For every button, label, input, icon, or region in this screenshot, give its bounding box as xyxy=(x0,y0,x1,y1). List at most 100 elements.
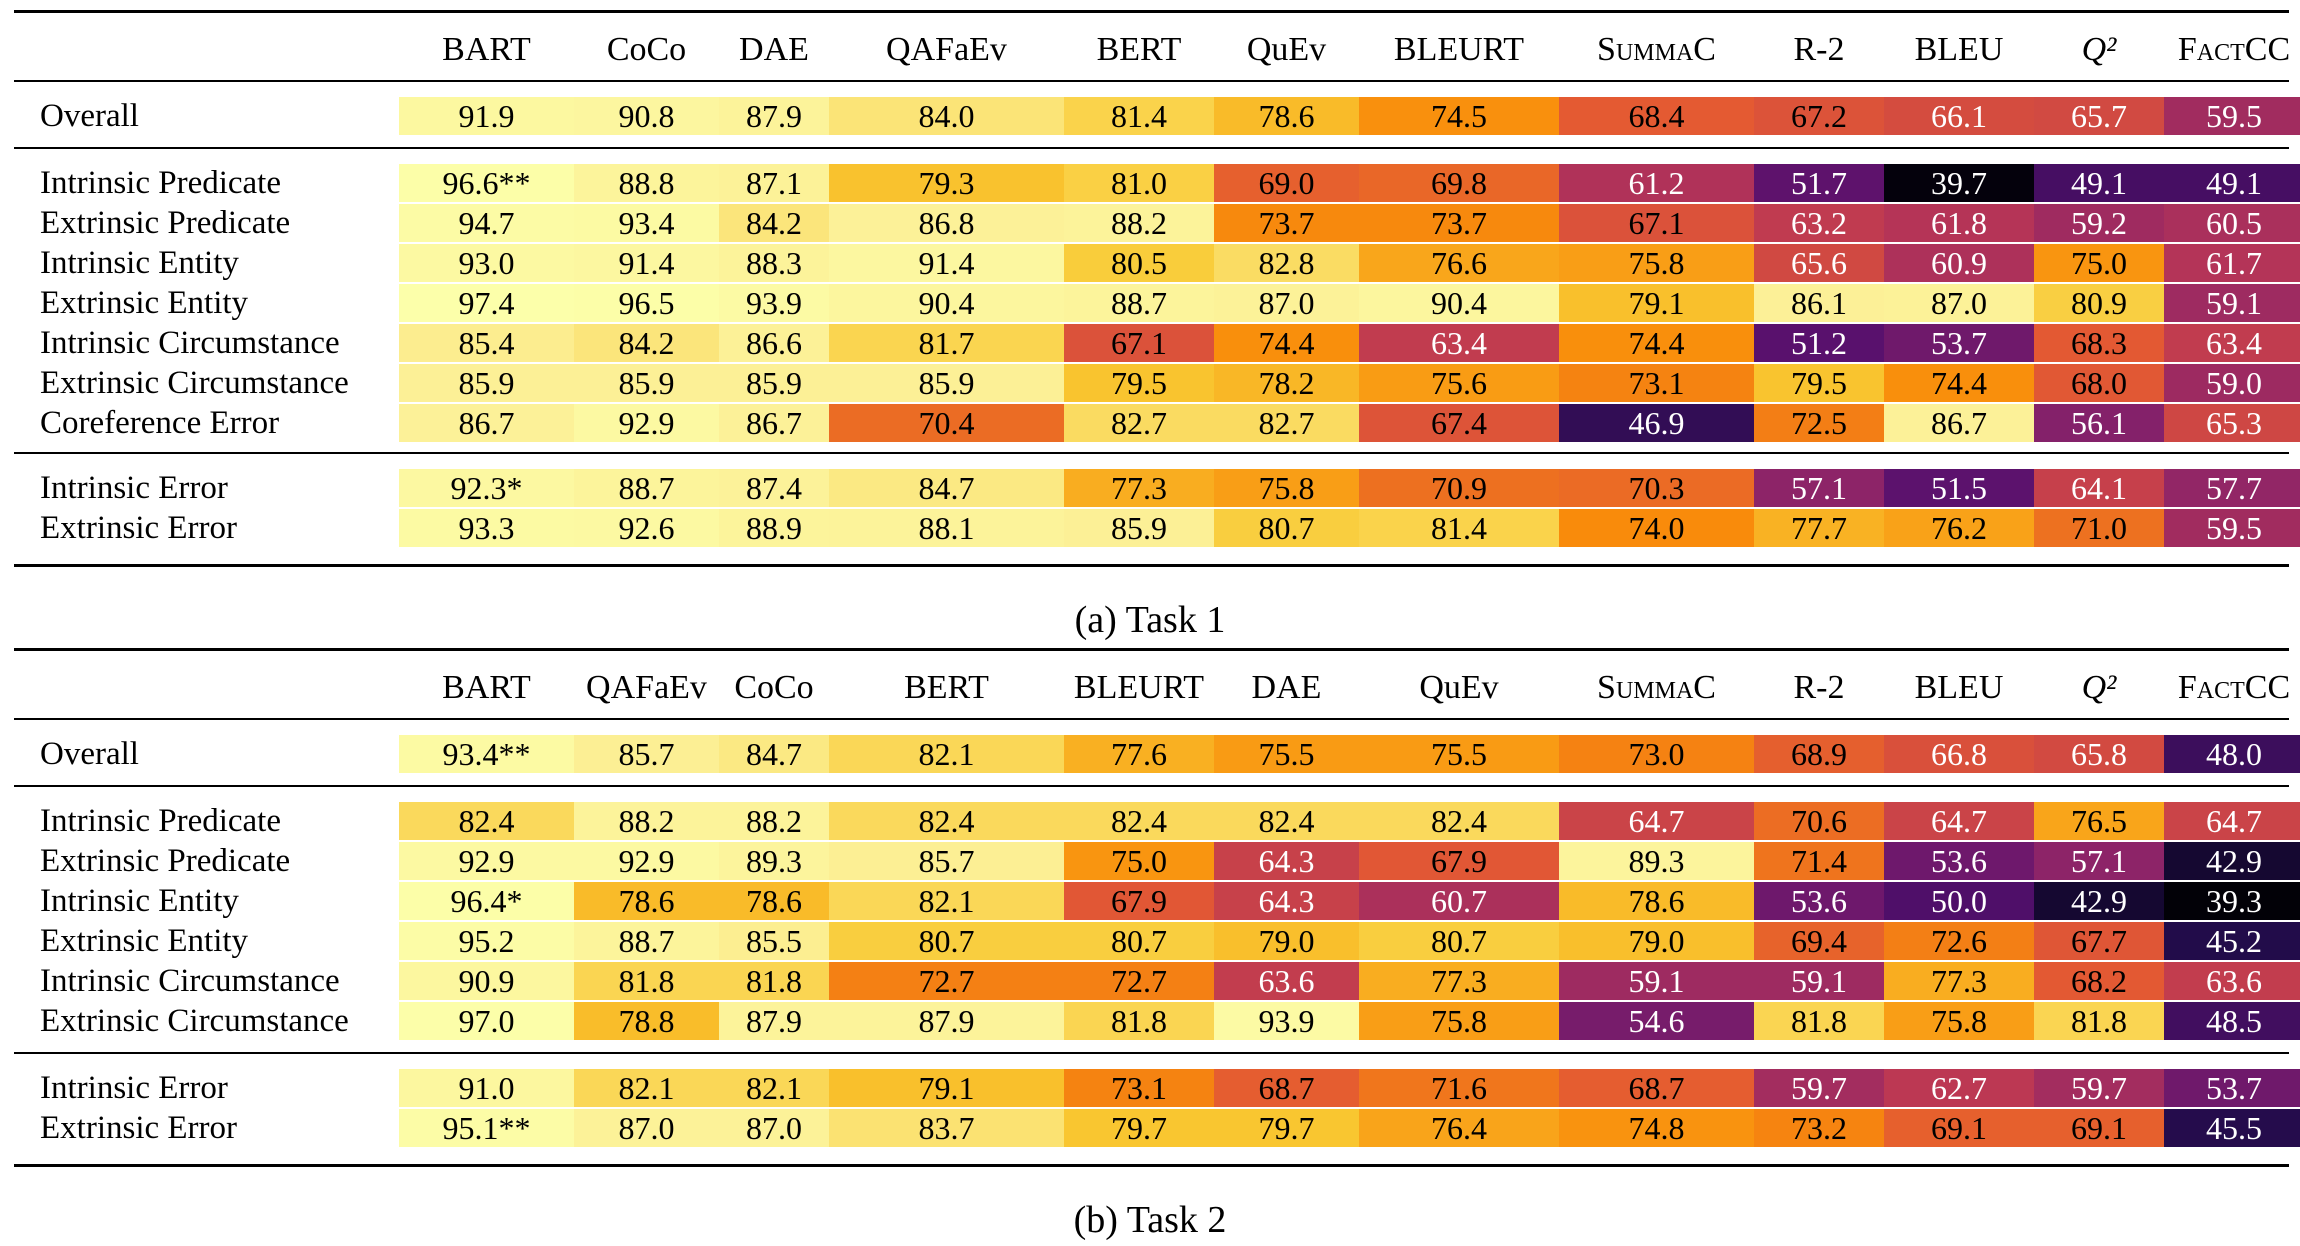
heatmap-cell: 78.6 xyxy=(574,882,719,920)
heatmap-cell: 49.1 xyxy=(2034,164,2164,202)
heatmap-cell: 68.0 xyxy=(2034,364,2164,402)
heatmap-cell: 87.9 xyxy=(719,1002,829,1040)
heatmap-cell: 79.0 xyxy=(1214,922,1359,960)
heatmap-cell: 91.4 xyxy=(829,244,1064,282)
heatmap-cell: 79.7 xyxy=(1064,1109,1214,1147)
heatmap-cell: 60.7 xyxy=(1359,882,1559,920)
heatmap-cell: 81.8 xyxy=(2034,1002,2164,1040)
heatmap-cell: 96.5 xyxy=(574,284,719,322)
heatmap-cell: 67.2 xyxy=(1754,97,1884,135)
heatmap-cell: 92.9 xyxy=(399,842,574,880)
heatmap-cell: 79.5 xyxy=(1754,364,1884,402)
heatmap-cell: 73.1 xyxy=(1559,364,1754,402)
heatmap-cell: 70.9 xyxy=(1359,469,1559,507)
heatmap-cell: 42.9 xyxy=(2164,842,2300,880)
heatmap-cell: 65.8 xyxy=(2034,735,2164,773)
heatmap-cell: 93.4** xyxy=(399,735,574,773)
column-header-summac: SummaC xyxy=(1597,31,1716,68)
heatmap-cell: 74.4 xyxy=(1559,324,1754,362)
column-header-quev: QuEv xyxy=(1246,31,1327,68)
heatmap-cell: 61.8 xyxy=(1884,204,2034,242)
heatmap-cell: 48.5 xyxy=(2164,1002,2300,1040)
heatmap-cell: 56.1 xyxy=(2034,404,2164,442)
row-label-extrinsic-predicate: Extrinsic Predicate xyxy=(40,842,291,879)
heatmap-cell: 86.7 xyxy=(719,404,829,442)
heatmap-cell: 92.3* xyxy=(399,469,574,507)
heatmap-cell: 59.5 xyxy=(2164,97,2300,135)
heatmap-cell: 89.3 xyxy=(1559,842,1754,880)
column-header-factcc: FactCC xyxy=(2177,31,2291,68)
heatmap-cell: 88.9 xyxy=(719,509,829,547)
heatmap-cell: 80.7 xyxy=(1214,509,1359,547)
heatmap-cell: 92.9 xyxy=(574,842,719,880)
heatmap-cell: 82.8 xyxy=(1214,244,1359,282)
heatmap-cell: 74.0 xyxy=(1559,509,1754,547)
heatmap-cell: 45.5 xyxy=(2164,1109,2300,1147)
row-label-extrinsic-circumstance: Extrinsic Circumstance xyxy=(40,1002,349,1039)
heatmap-cell: 92.9 xyxy=(574,404,719,442)
heatmap-cell: 82.1 xyxy=(574,1069,719,1107)
column-header-dae: DAE xyxy=(1251,669,1322,706)
heatmap-cell: 84.2 xyxy=(574,324,719,362)
heatmap-cell: 81.8 xyxy=(1754,1002,1884,1040)
heatmap-cell: 88.7 xyxy=(1064,284,1214,322)
heatmap-cell: 61.2 xyxy=(1559,164,1754,202)
column-header-bleu: BLEU xyxy=(1914,669,2004,706)
heatmap-cell: 81.4 xyxy=(1064,97,1214,135)
heatmap-cell: 82.4 xyxy=(1064,802,1214,840)
heatmap-cell: 59.2 xyxy=(2034,204,2164,242)
row-label-intrinsic-circumstance: Intrinsic Circumstance xyxy=(40,962,340,999)
heatmap-cell: 82.7 xyxy=(1064,404,1214,442)
column-header-bart: BART xyxy=(442,669,531,706)
heatmap-cell: 82.4 xyxy=(1214,802,1359,840)
heatmap-cell: 96.4* xyxy=(399,882,574,920)
heatmap-cell: 97.4 xyxy=(399,284,574,322)
heatmap-cell: 54.6 xyxy=(1559,1002,1754,1040)
heatmap-cell: 89.3 xyxy=(719,842,829,880)
heatmap-cell: 71.0 xyxy=(2034,509,2164,547)
column-header-r-2: R-2 xyxy=(1793,31,1845,68)
heatmap-cell: 93.0 xyxy=(399,244,574,282)
table-rule xyxy=(14,564,2289,567)
heatmap-cell: 86.7 xyxy=(1884,404,2034,442)
row-label-intrinsic-error: Intrinsic Error xyxy=(40,1069,228,1106)
heatmap-cell: 74.4 xyxy=(1884,364,2034,402)
column-header-r-2: R-2 xyxy=(1793,669,1845,706)
heatmap-cell: 81.8 xyxy=(574,962,719,1000)
heatmap-cell: 70.4 xyxy=(829,404,1064,442)
heatmap-cell: 68.9 xyxy=(1754,735,1884,773)
heatmap-cell: 79.3 xyxy=(829,164,1064,202)
heatmap-cell: 91.0 xyxy=(399,1069,574,1107)
heatmap-cell: 42.9 xyxy=(2034,882,2164,920)
heatmap-cell: 78.6 xyxy=(719,882,829,920)
heatmap-cell: 85.9 xyxy=(1064,509,1214,547)
heatmap-cell: 69.0 xyxy=(1214,164,1359,202)
heatmap-cell: 80.5 xyxy=(1064,244,1214,282)
table-rule xyxy=(14,10,2289,13)
row-label-extrinsic-entity: Extrinsic Entity xyxy=(40,284,249,321)
heatmap-cell: 90.8 xyxy=(574,97,719,135)
heatmap-cell: 63.4 xyxy=(2164,324,2300,362)
heatmap-cell: 57.1 xyxy=(1754,469,1884,507)
heatmap-cell: 93.3 xyxy=(399,509,574,547)
column-header-bleurt: BLEURT xyxy=(1073,669,1205,706)
heatmap-cell: 60.9 xyxy=(1884,244,2034,282)
heatmap-cell: 87.9 xyxy=(829,1002,1064,1040)
row-label-extrinsic-error: Extrinsic Error xyxy=(40,1109,238,1146)
row-label-overall: Overall xyxy=(40,97,139,134)
heatmap-cell: 81.4 xyxy=(1359,509,1559,547)
row-label-extrinsic-circumstance: Extrinsic Circumstance xyxy=(40,364,349,401)
heatmap-cell: 64.7 xyxy=(2164,802,2300,840)
heatmap-cell: 71.4 xyxy=(1754,842,1884,880)
results-table-1: BART CoCo DAE QAFaEv BERT QuEv BLEURT SummaC R-2… xyxy=(14,10,2300,568)
heatmap-cell: 83.7 xyxy=(829,1109,1064,1147)
results-table-2: BART QAFaEv CoCo BERT BLEURT DAE QuEv SummaC R-2… xyxy=(14,648,2300,1168)
heatmap-cell: 53.7 xyxy=(1884,324,2034,362)
heatmap-cell: 67.1 xyxy=(1559,204,1754,242)
column-header-bleurt: BLEURT xyxy=(1393,31,1525,68)
heatmap-cell: 68.7 xyxy=(1559,1069,1754,1107)
column-header-bert: BERT xyxy=(1096,31,1182,68)
table-rule xyxy=(14,452,2289,454)
heatmap-cell: 59.7 xyxy=(1754,1069,1884,1107)
heatmap-cell: 59.1 xyxy=(1754,962,1884,1000)
